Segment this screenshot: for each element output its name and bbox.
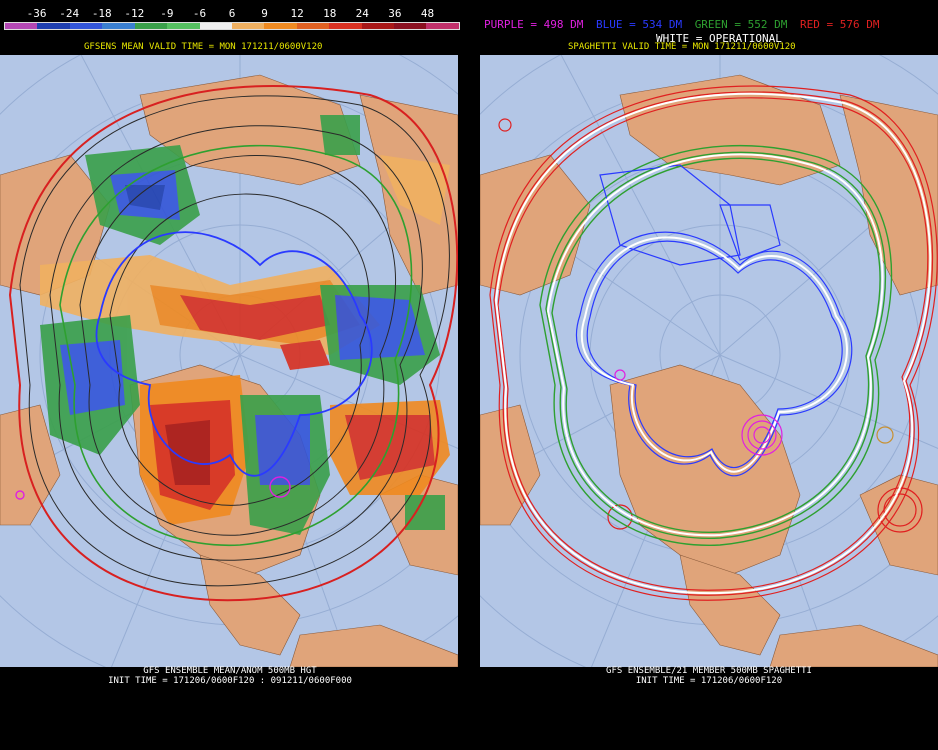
right-footer: GFS ENSEMBLE/21 MEMBER 500MB SPAGHETTI I… [480, 666, 938, 686]
color-bar-swatch [361, 23, 395, 29]
scale-tick-label: -12 [124, 7, 145, 20]
color-bar-swatch [167, 23, 200, 29]
left-map-title: GFSENS MEAN VALID TIME = MON 171211/0600… [84, 42, 323, 52]
scale-tick-label: -9 [160, 7, 174, 20]
color-bar-swatch [199, 23, 232, 29]
color-bar-swatch [102, 23, 135, 29]
legend-green: GREEN = 552 DM [694, 18, 788, 31]
left-footer: GFS ENSEMBLE MEAN/ANOM 500MB HGT INIT TI… [0, 666, 460, 686]
legend-purple: PURPLE = 498 DM [484, 18, 584, 31]
scale-tick-label: 9 [261, 7, 268, 20]
scale-tick-label: 12 [290, 7, 304, 20]
left-footer-line2: INIT TIME = 171206/0600F120 : 091211/060… [108, 676, 352, 686]
scale-tick-label: 18 [323, 7, 337, 20]
color-bar-swatch [426, 23, 459, 29]
scale-tick-label: -18 [91, 7, 112, 20]
color-bar-swatch [231, 23, 265, 29]
legend-red: RED = 576 DM [800, 18, 880, 31]
right-footer-line2: INIT TIME = 171206/0600F120 [635, 676, 783, 686]
scale-tick-label: -24 [59, 7, 80, 20]
scale-tick-label: -36 [26, 7, 47, 20]
color-bar-swatch [5, 23, 38, 29]
scale-tick-label: 36 [388, 7, 402, 20]
right-footer-line1: GFS ENSEMBLE/21 MEMBER 500MB SPAGHETTI [606, 666, 812, 676]
color-bar-swatch [69, 23, 103, 29]
operational-label: WHITE = OPERATIONAL [656, 32, 782, 45]
color-bar-swatch [329, 23, 362, 29]
color-bar-swatch [134, 23, 168, 29]
left-anomaly-map [0, 55, 458, 667]
right-spaghetti-map [480, 55, 938, 667]
right-map-title: SPAGHETTI VALID TIME = MON 171211/0600V1… [568, 42, 796, 52]
spaghetti-legend: PURPLE = 498 DM BLUE = 534 DM GREEN = 55… [484, 18, 886, 31]
scale-tick-label: 6 [228, 7, 236, 20]
left-footer-line1: GFS ENSEMBLE MEAN/ANOM 500MB HGT [143, 666, 317, 676]
scale-tick-label: 48 [420, 7, 435, 20]
color-bar-swatch [37, 23, 70, 29]
legend-blue: BLUE = 534 DM [595, 18, 683, 31]
scale-tick-label: 24 [355, 7, 369, 20]
scale-tick-label: -6 [192, 7, 207, 20]
anomaly-color-bar [4, 22, 460, 30]
color-bar-swatch [394, 23, 427, 29]
color-bar-swatch [264, 23, 297, 29]
color-bar-swatch [296, 23, 330, 29]
